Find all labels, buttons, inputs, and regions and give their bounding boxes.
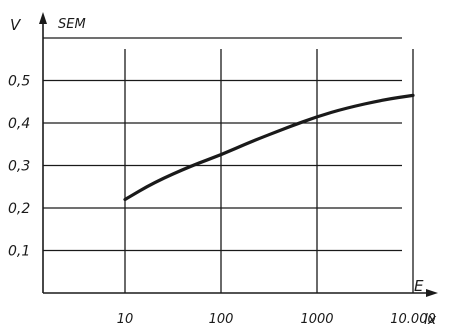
x-axis-unit: lx [424, 312, 437, 328]
y-tick-label-2: 0,3 [8, 159, 30, 175]
y-tick-label-3: 0,4 [8, 116, 30, 132]
series-layer [123, 93, 415, 202]
x-tick-label-0: 10 [117, 312, 134, 327]
x-tick-label-2: 1000 [300, 312, 333, 327]
x-tick-label-3: 10.000 [390, 312, 436, 327]
x-axis-arrow [426, 289, 438, 297]
y-tick-label-1: 0,2 [8, 201, 30, 217]
y-axis-arrow [39, 12, 47, 24]
axes [39, 12, 438, 297]
tick-labels: 0,1 0,2 0,3 0,4 0,5 10 100 1000 10.000 [8, 74, 436, 328]
y-axis-unit: SEM [58, 17, 86, 32]
y-tick-label-4: 0,5 [8, 74, 30, 90]
x-tick-label-1: 100 [209, 312, 234, 327]
y-axis-label: V [10, 16, 22, 34]
series-line-0 [123, 93, 415, 202]
x-axis-label: E [414, 277, 424, 295]
grid [43, 37, 414, 293]
y-tick-label-0: 0,1 [8, 244, 30, 260]
